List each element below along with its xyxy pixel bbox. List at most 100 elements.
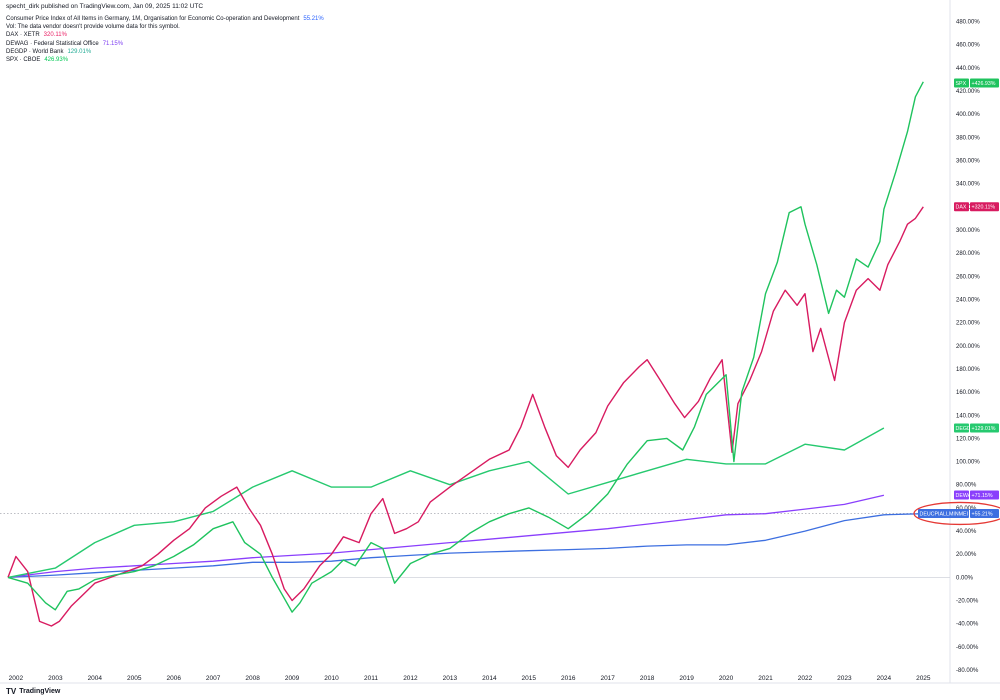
highlight-circle <box>913 501 1000 526</box>
x-tick-label: 2021 <box>758 675 773 682</box>
axis-label-value: +320.11% <box>972 205 996 211</box>
axis-label-value: +129.01% <box>972 426 996 432</box>
series-line-dax <box>7 206 924 627</box>
axis-label-name-box <box>918 508 969 518</box>
x-tick-label: 2010 <box>324 675 339 682</box>
x-tick-label: 2023 <box>837 675 852 682</box>
legend-label: DEGDP · World Bank <box>6 48 64 55</box>
y-tick-label: 360.00% <box>956 159 980 165</box>
y-tick-label: 0.00% <box>956 575 974 581</box>
legend-row-dewag[interactable]: DEWAG · Federal Statistical Office 71.15% <box>6 40 324 48</box>
y-tick-label: 260.00% <box>956 274 980 280</box>
x-tick-label: 2025 <box>916 675 931 682</box>
axis-label-name: SPX <box>956 81 967 87</box>
axis-label-name: DAX <box>956 205 967 211</box>
x-tick-label: 2012 <box>403 675 418 682</box>
x-tick-label: 2005 <box>127 675 142 682</box>
legend-value: 71.15% <box>102 40 124 47</box>
y-tick-label: 160.00% <box>956 390 980 396</box>
axis-label-value: +71.15% <box>972 493 993 499</box>
axis-label-value: +55.21% <box>972 511 993 517</box>
x-tick-label: 2008 <box>245 675 260 682</box>
y-tick-label: -20.00% <box>956 599 979 605</box>
legend-label: Vol: The data vendor doesn't provide vol… <box>6 24 180 31</box>
axis-label-value: +426.93% <box>972 81 996 87</box>
tradingview-brand[interactable]: TV TradingView <box>6 687 60 696</box>
x-tick-label: 2018 <box>640 675 655 682</box>
axis-label-value-box <box>970 508 999 518</box>
tradingview-logo-icon: TV <box>6 687 17 696</box>
y-tick-label: 120.00% <box>956 436 980 442</box>
y-tick-label: 280.00% <box>956 251 980 257</box>
x-tick-label: 2024 <box>877 675 892 682</box>
legend-label: Consumer Price Index of All Items in Ger… <box>6 16 300 22</box>
x-tick-label: 2003 <box>48 675 63 682</box>
x-tick-label: 2013 <box>443 675 458 682</box>
y-tick-label: 100.00% <box>956 460 980 466</box>
y-tick-label: 220.00% <box>956 321 980 327</box>
y-tick-label: 240.00% <box>956 297 980 303</box>
y-tick-label: 140.00% <box>956 413 980 419</box>
x-tick-label: 2002 <box>9 675 24 682</box>
legend-value: 55.21% <box>303 16 324 22</box>
y-tick-label: 420.00% <box>956 89 980 95</box>
x-tick-label: 2016 <box>561 675 576 682</box>
axis-label-name: DEWAG <box>956 493 976 499</box>
y-tick-label: 440.00% <box>956 66 980 72</box>
axis-label-name: DEUCPIALLMINMEI <box>920 511 969 517</box>
axis-label-name-box <box>954 423 969 433</box>
y-tick-label: 20.00% <box>956 552 977 558</box>
y-tick-label: 460.00% <box>956 43 980 49</box>
legend-row-degdp[interactable]: DEGDP · World Bank 129.01% <box>6 48 324 56</box>
series-line-spx <box>7 81 924 613</box>
axis-label-value-box <box>970 78 999 88</box>
legend-label: DAX · XETR <box>6 32 40 39</box>
y-tick-label: 380.00% <box>956 135 980 141</box>
y-tick-label: 480.00% <box>956 20 980 26</box>
x-tick-label: 2017 <box>600 675 615 682</box>
y-tick-label: 80.00% <box>956 483 977 489</box>
y-tick-label: -80.00% <box>956 668 979 674</box>
y-tick-label: 60.00% <box>956 506 977 512</box>
y-tick-label: 40.00% <box>956 529 977 535</box>
axis-label-name: DEGDP <box>956 426 975 432</box>
legend-label: SPX · CBOE <box>6 57 41 64</box>
y-tick-label: 180.00% <box>956 367 980 373</box>
axis-label-value-box <box>970 423 999 433</box>
x-tick-label: 2020 <box>719 675 734 682</box>
axis-label-name-box <box>954 78 969 88</box>
axis-label-name-box <box>954 490 969 500</box>
x-tick-label: 2022 <box>798 675 813 682</box>
x-tick-label: 2019 <box>679 675 694 682</box>
x-tick-label: 2009 <box>285 675 300 682</box>
axis-label-value-box <box>970 490 999 500</box>
legend-row-dax[interactable]: DAX · XETR 320.11% <box>6 31 324 39</box>
y-tick-label: 400.00% <box>956 112 980 118</box>
legend-value: 320.11% <box>43 32 67 39</box>
y-tick-label: 200.00% <box>956 344 980 350</box>
x-tick-label: 2011 <box>364 675 378 682</box>
y-tick-label: 340.00% <box>956 182 980 188</box>
y-tick-label: 300.00% <box>956 228 980 234</box>
legend-value: 426.93% <box>44 57 69 64</box>
publisher-line: specht_dirk published on TradingView.com… <box>6 3 204 10</box>
legend-value: 129.01% <box>67 48 92 55</box>
x-tick-label: 2015 <box>522 675 537 682</box>
legend: Consumer Price Index of All Items in Ger… <box>6 15 324 64</box>
y-tick-label: -40.00% <box>956 622 979 628</box>
legend-row-cpi[interactable]: Consumer Price Index of All Items in Ger… <box>6 15 324 23</box>
x-tick-label: 2006 <box>166 675 181 682</box>
x-tick-label: 2007 <box>206 675 221 682</box>
x-tick-label: 2014 <box>482 675 497 682</box>
axis-label-value-box <box>970 202 999 212</box>
legend-row-volume: Vol: The data vendor doesn't provide vol… <box>6 23 324 31</box>
brand-label: TradingView <box>19 688 61 695</box>
series-line-degdp <box>7 427 885 579</box>
legend-row-spx[interactable]: SPX · CBOE 426.93% <box>6 56 324 64</box>
y-tick-label: -60.00% <box>956 645 979 651</box>
series-line-cpi <box>7 513 924 579</box>
series-line-dewag <box>7 494 885 579</box>
x-tick-label: 2004 <box>88 675 103 682</box>
axis-label-name-box <box>954 202 969 212</box>
